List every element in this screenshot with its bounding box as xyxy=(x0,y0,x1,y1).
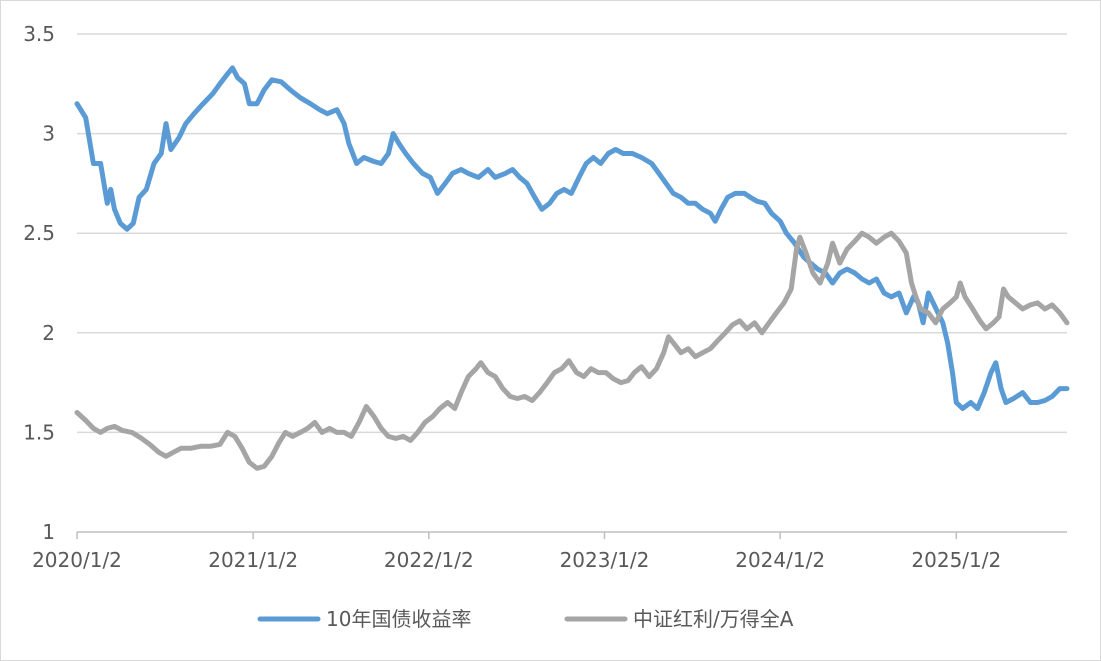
y-axis: 1 1.5 2 2.5 3 3.5 xyxy=(23,22,55,544)
gridlines xyxy=(77,33,1067,434)
y-tick-label: 2 xyxy=(42,321,55,345)
series-line-bond-yield xyxy=(74,65,1070,411)
x-tick-label: 2021/1/2 xyxy=(208,548,298,572)
x-tick-label: 2024/1/2 xyxy=(735,548,825,572)
y-tick-label: 2.5 xyxy=(23,221,55,245)
legend: 10年国债收益率 中证红利/万得全A xyxy=(257,607,794,631)
y-tick-label: 1.5 xyxy=(23,420,55,444)
y-tick-label: 3.5 xyxy=(23,22,55,46)
x-tick-label: 2023/1/2 xyxy=(560,548,650,572)
legend-label-dividend-ratio: 中证红利/万得全A xyxy=(633,607,794,631)
series-line-dividend-ratio xyxy=(74,230,1070,471)
y-tick-label: 1 xyxy=(42,520,55,544)
x-tick-label: 2025/1/2 xyxy=(911,548,1001,572)
x-tick-label: 2020/1/2 xyxy=(32,548,122,572)
legend-label-bond-yield: 10年国债收益率 xyxy=(326,607,471,631)
y-tick-label: 3 xyxy=(42,122,55,146)
series-layer xyxy=(74,65,1070,471)
x-axis: 2020/1/2 2021/1/2 2022/1/2 2023/1/2 2024/1/2… xyxy=(32,531,1067,572)
x-tick-label: 2022/1/2 xyxy=(384,548,474,572)
